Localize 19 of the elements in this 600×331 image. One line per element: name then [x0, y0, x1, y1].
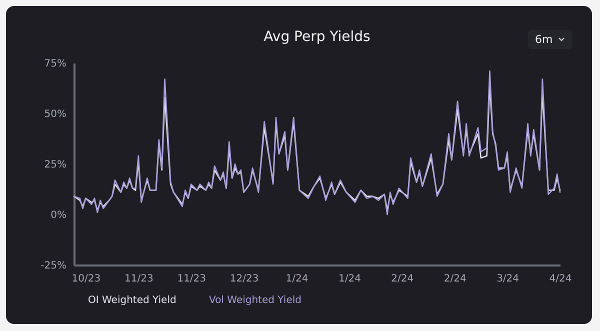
x-tick-label: 2/24 [444, 274, 466, 284]
x-tick-label: 11/23 [177, 274, 206, 284]
x-tick-label: 1/24 [286, 274, 308, 284]
x-tick-label: 4/24 [549, 274, 572, 284]
text: OI Weighted Yield [88, 295, 176, 306]
x-tick-label: 3/24 [496, 274, 520, 284]
x-tick-label: 11/23 [124, 274, 154, 284]
y-tick-label: 25% [44, 160, 66, 170]
text: Vol Weighted Yield [209, 295, 302, 306]
x-tick-label: 12/23 [230, 274, 259, 284]
text: 6m [535, 33, 553, 46]
y-tick-label: 75% [44, 58, 66, 70]
chart-title: Avg Perp Yields [264, 29, 370, 45]
x-tick-label: 1/24 [338, 274, 361, 284]
x-tick-label: 2/24 [391, 274, 414, 284]
x-tick-label: 10/23 [72, 274, 101, 284]
y-tick-label: 0% [50, 210, 66, 221]
y-tick-label: 50% [44, 109, 66, 120]
y-tick-label: -25% [40, 260, 66, 272]
